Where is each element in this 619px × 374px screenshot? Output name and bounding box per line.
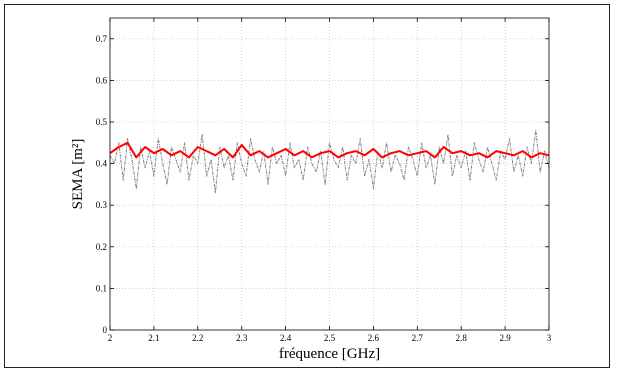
y-tick-label: 0.2 [96, 242, 107, 252]
x-tick-label: 2.1 [148, 333, 159, 343]
y-tick-labels: 0 0.1 0.2 0.3 0.4 0.5 0.6 0.7 [96, 34, 108, 335]
x-axis-label: fréquence [GHz] [279, 346, 380, 362]
x-tick-label: 2.9 [499, 333, 511, 343]
x-tick-label: 2.5 [324, 333, 336, 343]
y-tick-label: 0.6 [96, 75, 108, 85]
x-tick-labels: 2 2.1 2.2 2.3 2.4 2.5 2.6 2.7 2.8 2.9 3 [108, 333, 552, 343]
x-tick-label: 3 [547, 333, 552, 343]
y-axis-label: SEMA [m²] [70, 139, 86, 210]
y-tick-label: 0 [103, 325, 108, 335]
x-tick-label: 2.8 [456, 333, 468, 343]
x-tick-label: 2.4 [280, 333, 292, 343]
data-series [109, 129, 550, 194]
x-tick-label: 2.7 [412, 333, 424, 343]
x-tick-label: 2.3 [236, 333, 248, 343]
x-tick-label: 2.2 [192, 333, 203, 343]
y-tick-label: 0.3 [96, 200, 108, 210]
x-tick-label: 2.6 [368, 333, 380, 343]
series-line-smoothed [109, 141, 550, 159]
y-tick-label: 0.7 [96, 34, 108, 44]
y-tick-label: 0.5 [96, 117, 108, 127]
y-tick-label: 0.4 [96, 159, 108, 169]
tick-marks [109, 18, 550, 331]
y-tick-label: 0.1 [96, 283, 107, 293]
x-tick-label: 2 [108, 333, 113, 343]
